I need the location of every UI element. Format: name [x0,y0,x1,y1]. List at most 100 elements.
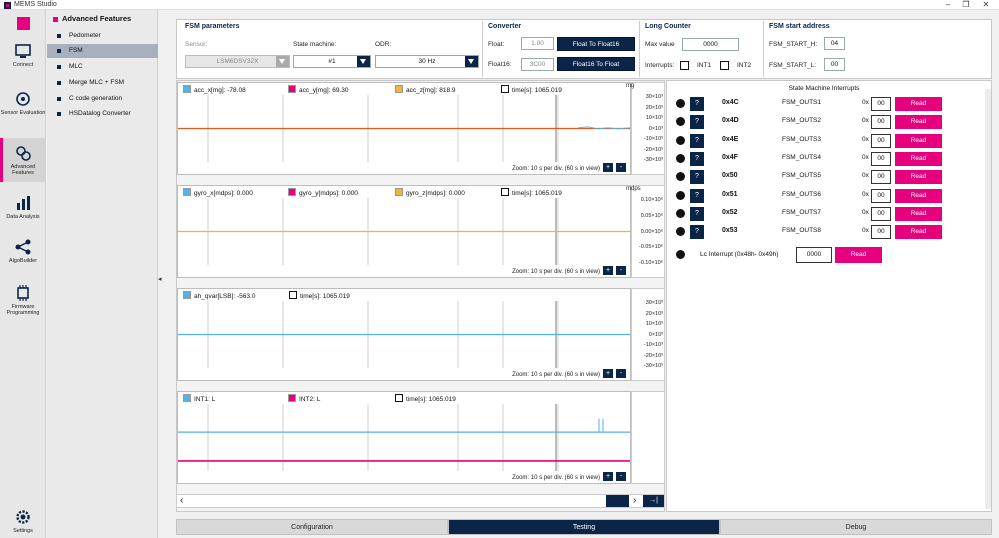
help-button[interactable]: ? [690,133,704,148]
read-button[interactable]: Read [895,115,942,130]
legend-item[interactable]: INT1: L [183,394,215,403]
chart-3[interactable]: ah_qvar[LSB]: -563.0 time[s]: 1065.019 Zoo… [177,288,631,381]
fsm-start-l-input[interactable]: 00 [824,58,845,71]
float-to-float16-button[interactable]: Float To Float16 [557,37,635,51]
scroll-right-arrow-icon[interactable]: › [633,495,637,506]
legend-item[interactable]: time[s]: 1065.019 [289,291,350,300]
maximize-button[interactable]: ❐ [962,0,970,9]
scroll-to-end-button[interactable]: →| [643,495,664,507]
connect-icon [15,44,31,58]
nav-algobuilder[interactable]: AlgoBuilder [0,238,46,274]
legend-item[interactable]: time[s]: 1065.019 [501,85,562,94]
register-value: 00 [871,206,891,221]
odr-dropdown[interactable]: 30 Hz [375,55,479,68]
nav-advanced-features[interactable]: Advanced Features [0,138,46,182]
help-button[interactable]: ? [690,97,704,111]
state-machine-dropdown[interactable]: #1 [293,55,371,68]
submenu-item-merge-mlc-fsm[interactable]: Merge MLC + FSM [47,76,158,90]
submenu-item-pedometer[interactable]: Pedometer [47,29,158,43]
long-counter-title: Long Counter [645,23,691,30]
float16-input[interactable]: 3C00 [521,58,554,71]
register-value: 00 [871,188,891,203]
chart-2[interactable]: gyro_x[mdps]: 0.000 gyro_y[mdps]: 0.000 gy… [177,185,631,278]
y-axis-panel [631,288,665,381]
legend-item[interactable]: ah_qvar[LSB]: -563.0 [183,291,255,300]
y-tick-label: -20×10³ [643,352,663,359]
legend-item[interactable]: acc_z[mg]: 818.9 [395,85,456,94]
legend-item[interactable]: INT2: L [288,394,320,403]
tab-configuration[interactable]: Configuration [176,519,448,535]
zoom-in-button[interactable]: + [603,472,613,481]
read-button[interactable]: Read [895,133,942,148]
max-value-input[interactable]: 0000 [682,38,739,51]
scroll-thumb[interactable] [606,495,629,507]
legend-item[interactable]: time[s]: 1065.019 [395,394,456,403]
nav-settings[interactable]: Settings [0,508,46,538]
home-button[interactable] [0,14,46,34]
help-button[interactable]: ? [690,188,704,203]
zoom-out-button[interactable]: - [616,369,626,378]
read-button[interactable]: Read [895,206,942,221]
int1-checkbox[interactable] [680,61,689,70]
help-button[interactable]: ? [690,151,704,166]
collapse-menu-arrow-icon[interactable]: ◂ [158,276,162,283]
read-button[interactable]: Read [895,225,942,240]
charts-scrollbar[interactable]: ‹ › →| [176,494,665,508]
chart-4[interactable]: INT1: L INT2: L time[s]: 1065.019 Zoom: 10 … [177,391,631,484]
float-input[interactable]: 1.00 [521,37,554,50]
zoom-out-button[interactable]: - [616,163,626,172]
interrupts-scrollbar[interactable] [985,89,991,509]
tab-testing[interactable]: Testing [448,519,720,535]
y-tick-label: 30×10³ [645,94,663,100]
interrupt-indicator [676,117,685,127]
nav-connect[interactable]: Connect [0,42,46,78]
interrupt-indicator [676,190,685,200]
fsm-interrupt-row: ? 0x53 FSM_OUTS8 0x 00 Read [672,225,942,240]
legend-item[interactable]: gyro_y[mdps]: 0.000 [288,188,358,197]
legend-item[interactable]: acc_y[mg]: 69.30 [288,85,349,94]
zoom-label: Zoom: 10 s per div. (60 s in view) [512,475,600,481]
help-button[interactable]: ? [690,206,704,221]
y-tick-label: 10×10³ [645,321,663,327]
read-button[interactable]: Read [895,170,942,185]
submenu-item-fsm[interactable]: FSM [47,44,158,58]
submenu-item-c-code-generation[interactable]: C code generation [47,92,158,106]
zoom-in-button[interactable]: + [603,369,613,378]
chip-icon [17,285,29,301]
zoom-in-button[interactable]: + [603,266,613,275]
scroll-left-arrow-icon[interactable]: ‹ [180,495,184,506]
nav-firmware-programming[interactable]: Firmware Programming [0,284,46,328]
fsm-start-h-input[interactable]: 04 [824,37,845,50]
tab-debug[interactable]: Debug [720,519,992,535]
fsm-start-h-label: FSM_START_H: [769,41,818,48]
zoom-out-button[interactable]: - [616,472,626,481]
submenu-item-hsdatalog-converter[interactable]: HSDatalog Converter [47,107,158,121]
legend-item[interactable]: gyro_x[mdps]: 0.000 [183,188,253,197]
lc-read-button[interactable]: Read [835,247,882,263]
help-button[interactable]: ? [690,170,704,185]
chart-1[interactable]: acc_x[mg]: -78.08 acc_y[mg]: 69.30 acc_z[m… [177,82,631,175]
zoom-out-button[interactable]: - [616,266,626,275]
float-label: Float: [488,41,505,48]
lc-interrupt-indicator [676,250,685,259]
zoom-in-button[interactable]: + [603,163,613,172]
read-button[interactable]: Read [895,151,942,166]
float16-to-float-button[interactable]: Float16 To Float [557,57,635,71]
register-address: 0x4D [722,117,739,125]
y-tick-label: -30×10³ [643,363,663,369]
close-button[interactable]: ✕ [982,0,990,9]
legend-item[interactable]: acc_x[mg]: -78.08 [183,85,246,94]
minimize-button[interactable]: – [945,0,951,9]
register-address: 0x4F [722,153,738,161]
help-button[interactable]: ? [690,225,704,240]
read-button[interactable]: Read [895,188,942,203]
gear-icon [16,510,30,524]
submenu-item-mlc[interactable]: MLC [47,60,158,74]
read-button[interactable]: Read [895,97,942,111]
nav-sensor-evaluation[interactable]: Sensor Evaluation [0,90,46,126]
nav-data-analysis[interactable]: Data Analysis [0,194,46,230]
legend-item[interactable]: time[s]: 1065.019 [501,188,562,197]
int2-checkbox[interactable] [720,61,729,70]
legend-item[interactable]: gyro_z[mdps]: 0.000 [395,188,465,197]
help-button[interactable]: ? [690,115,704,130]
